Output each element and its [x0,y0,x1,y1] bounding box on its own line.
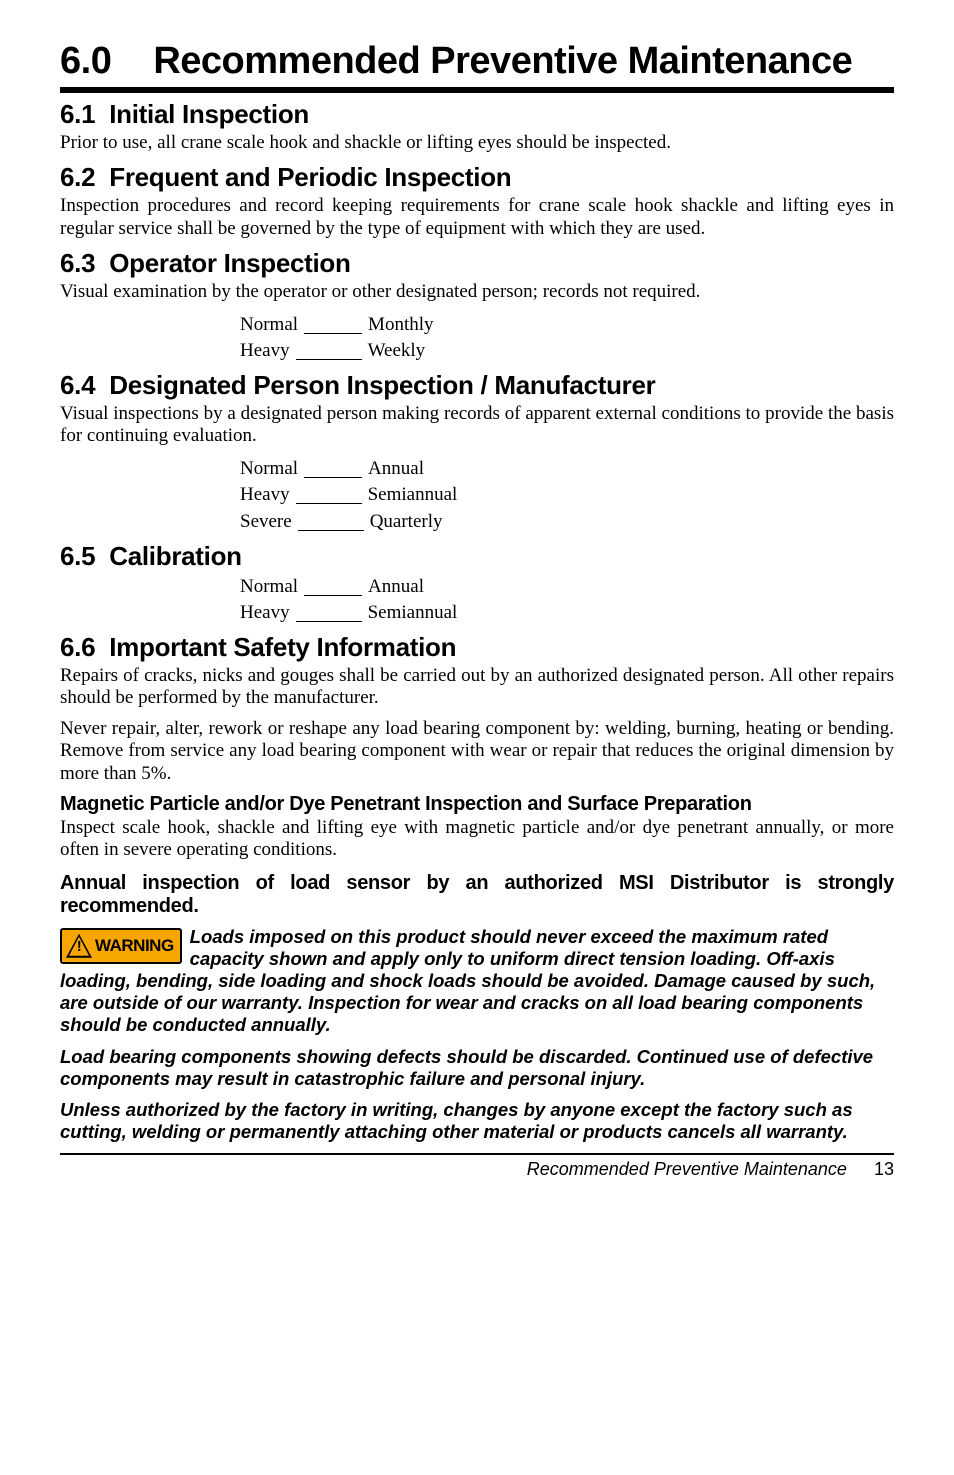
warning-paragraph-1: WARNING Loads imposed on this product sh… [60,926,894,1036]
warning-text-2: Load bearing components showing defects … [60,1046,894,1090]
section-6-3-body: Visual examination by the operator or ot… [60,281,894,303]
footer-page-number: 13 [874,1159,894,1179]
schedule-blank [296,359,362,360]
section-6-3-heading: 6.3 Operator Inspection [60,248,894,279]
section-title: Operator Inspection [109,248,350,278]
section-title: Important Safety Information [109,632,456,662]
section-6-6-p1: Repairs of cracks, nicks and gouges shal… [60,665,894,710]
section-number: 6.3 [60,248,95,278]
schedule-row: Normal Annual [240,574,894,600]
section-6-3-schedule: Normal Monthly Heavy Weekly [240,312,894,364]
section-6-4-schedule: Normal Annual Heavy Semiannual Severe Quarter… [240,456,894,535]
schedule-row: Heavy Weekly [240,338,894,364]
schedule-value: Monthly [368,314,433,335]
footer-title: Recommended Preventive Maintenance [527,1159,847,1179]
warning-text-3: Unless authorized by the factory in writ… [60,1099,894,1143]
chapter-rule [60,87,894,93]
warning-text-1: Loads imposed on this product should nev… [60,926,875,1035]
schedule-value: Annual [368,576,424,597]
schedule-label: Severe [240,509,292,535]
section-6-1-body: Prior to use, all crane scale hook and s… [60,132,894,154]
section-6-4-body: Visual inspections by a designated perso… [60,403,894,448]
chapter-number: 6.0 [60,40,111,82]
annual-inspection-note: Annual inspection of load sensor by an a… [60,872,894,918]
schedule-row: Normal Annual [240,456,894,482]
schedule-value: Semiannual [368,602,458,623]
section-6-6-p2: Never repair, alter, rework or reshape a… [60,718,894,785]
chapter-title: Recommended Preventive Maintenance [153,40,852,82]
footer-rule [60,1153,894,1155]
schedule-value: Semiannual [368,484,458,505]
schedule-blank [296,503,362,504]
schedule-row: Heavy Semiannual [240,482,894,508]
warning-triangle-icon [66,934,92,958]
schedule-blank [304,477,362,478]
section-6-6-subheading: Magnetic Particle and/or Dye Penetrant I… [60,793,894,815]
warning-badge-label: WARNING [95,936,174,956]
schedule-label: Heavy [240,482,290,508]
section-title: Frequent and Periodic Inspection [109,162,511,192]
schedule-label: Heavy [240,600,290,626]
section-6-6-heading: 6.6 Important Safety Information [60,632,894,663]
section-6-1-heading: 6.1 Initial Inspection [60,99,894,130]
page-footer: Recommended Preventive Maintenance 13 [60,1159,894,1180]
section-6-5-heading: 6.5 Calibration [60,541,894,572]
schedule-row: Heavy Semiannual [240,600,894,626]
schedule-blank [296,621,362,622]
schedule-label: Normal [240,574,298,600]
schedule-value: Weekly [368,340,426,361]
schedule-label: Normal [240,312,298,338]
schedule-blank [304,595,362,596]
section-6-4-heading: 6.4 Designated Person Inspection / Manufa… [60,370,894,401]
section-number: 6.6 [60,632,95,662]
section-title: Calibration [109,541,242,571]
schedule-value: Annual [368,458,424,479]
warning-badge: WARNING [60,928,182,964]
section-title: Designated Person Inspection / Manufactu… [109,370,655,400]
schedule-label: Normal [240,456,298,482]
schedule-label: Heavy [240,338,290,364]
section-6-5-schedule: Normal Annual Heavy Semiannual [240,574,894,626]
section-number: 6.2 [60,162,95,192]
schedule-blank [304,333,362,334]
schedule-blank [298,530,364,531]
section-number: 6.4 [60,370,95,400]
schedule-row: Normal Monthly [240,312,894,338]
schedule-row: Severe Quarterly [240,509,894,535]
section-6-6-p3: Inspect scale hook, shackle and lifting … [60,817,894,862]
chapter-heading: 6.0 Recommended Preventive Maintenance [60,40,894,83]
section-6-2-body: Inspection procedures and record keeping… [60,195,894,240]
warning-block: WARNING Loads imposed on this product sh… [60,926,894,1143]
section-title: Initial Inspection [109,99,309,129]
section-number: 6.5 [60,541,95,571]
schedule-value: Quarterly [370,511,443,532]
section-6-2-heading: 6.2 Frequent and Periodic Inspection [60,162,894,193]
section-number: 6.1 [60,99,95,129]
